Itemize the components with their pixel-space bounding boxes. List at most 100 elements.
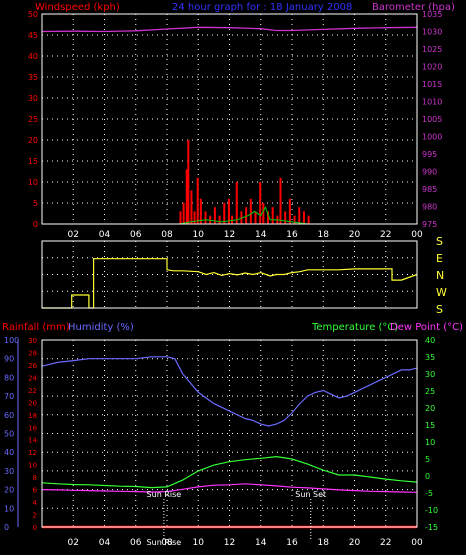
windspeed-tick-label: 10	[28, 178, 38, 187]
wind-speed-bar	[213, 207, 216, 224]
compass-label: S	[436, 303, 443, 316]
rainfall-tick-label: 6	[33, 487, 38, 495]
humidity-tick-label: 80	[4, 373, 14, 382]
windspeed-tick-label: 25	[28, 115, 38, 124]
x-tick-label: 00	[411, 230, 423, 240]
wind-speed-bar	[187, 140, 190, 224]
wind-speed-bar	[235, 182, 238, 224]
humidity-tick-label: 40	[4, 448, 14, 457]
rainfall-axis-title: Rainfall (mm)	[2, 322, 70, 333]
wind-speed-bar	[193, 211, 196, 224]
wind-speed-bar	[245, 207, 248, 224]
rainfall-tick-label: 22	[28, 387, 37, 395]
plot-frame	[41, 240, 418, 309]
x-tick-label: 20	[349, 538, 361, 548]
x-tick-label: 16	[286, 538, 298, 548]
wind-speed-bar	[223, 203, 226, 224]
rainfall-tick-label: 10	[28, 462, 37, 470]
wind-speed-bar	[302, 211, 305, 224]
wind-speed-bar	[249, 198, 252, 224]
wind-speed-bar	[262, 203, 265, 224]
barometer-axis-title: Barometer (hpa)	[372, 2, 455, 13]
barometer-tick-label: 995	[422, 150, 437, 159]
x-tick-label: 18	[318, 230, 330, 240]
x-tick-label: 10	[193, 538, 205, 548]
rainfall-tick-label: 26	[28, 362, 37, 370]
dewpoint-axis-title: Dew Point (°C)	[390, 322, 463, 333]
barometer-tick-label: 1010	[422, 98, 442, 107]
x-tick-label: 08	[161, 538, 173, 548]
rainfall-tick-label: 16	[28, 424, 37, 432]
wind-speed-bar	[307, 215, 310, 224]
dewpoint-line	[41, 483, 418, 493]
barometer-tick-label: 1015	[422, 80, 442, 89]
barometer-tick-label: 980	[422, 203, 437, 212]
rainfall-tick-label: 4	[33, 499, 38, 507]
windspeed-axis-title: Windspeed (kph)	[35, 2, 120, 13]
humidity-tick-label: 100	[4, 336, 19, 345]
wind-speed-bar	[182, 203, 185, 224]
plot-frame	[41, 339, 418, 528]
x-tick-label: 20	[349, 230, 361, 240]
windspeed-tick-label: 20	[28, 136, 38, 145]
wind-speed-bar	[259, 182, 262, 224]
windspeed-tick-label: 15	[28, 157, 38, 166]
x-tick-label: 02	[68, 538, 79, 548]
x-tick-label: 22	[380, 538, 391, 548]
wind-speed-bar	[298, 207, 301, 224]
x-tick-label: 12	[224, 230, 235, 240]
humidity-tick-label: 0	[4, 523, 9, 532]
x-tick-label: 14	[255, 538, 267, 548]
temperature-line	[41, 455, 418, 489]
graph-title: 24 hour graph for : 18 January 2008	[172, 2, 352, 13]
compass-label: W	[436, 286, 447, 299]
compass-label: S	[436, 235, 443, 248]
wind-speed-bar	[199, 198, 202, 224]
x-tick-label: 06	[130, 538, 142, 548]
humidity-tick-label: 20	[4, 486, 14, 495]
humidity-tick-label: 10	[4, 504, 14, 513]
x-tick-label: 04	[99, 538, 111, 548]
gust-line	[179, 206, 308, 225]
temperature-tick-label: 20	[425, 404, 435, 413]
temperature-axis-title: Temperature (°C)	[311, 322, 398, 333]
temperature-tick-label: -10	[425, 506, 438, 515]
barometer-tick-label: 1000	[422, 133, 442, 142]
compass-label: E	[436, 252, 443, 265]
x-tick-label: 12	[224, 538, 235, 548]
barometer-tick-label: 1025	[422, 45, 442, 54]
x-tick-label: 04	[99, 230, 111, 240]
x-tick-label: 22	[380, 230, 391, 240]
temperature-tick-label: 10	[425, 438, 435, 447]
wind-speed-bar	[267, 211, 269, 224]
wind-speed-bar	[204, 211, 207, 224]
wind-speed-bar	[227, 198, 230, 224]
barometer-tick-label: 1005	[422, 115, 442, 124]
rainfall-tick-label: 2	[33, 512, 37, 520]
humidity-tick-label: 60	[4, 411, 14, 420]
temperature-tick-label: 25	[425, 387, 435, 396]
windspeed-tick-label: 40	[28, 52, 38, 61]
plot-frame	[41, 13, 418, 225]
barometer-line	[41, 26, 418, 33]
x-tick-label: 16	[286, 230, 298, 240]
wind-speed-bar	[231, 215, 234, 224]
temperature-tick-label: 40	[425, 336, 435, 345]
wind-speed-bar	[254, 211, 257, 224]
wind-speed-bar	[218, 215, 221, 224]
x-tick-label: 02	[68, 230, 79, 240]
humidity-tick-label: 50	[4, 430, 14, 439]
windspeed-tick-label: 50	[28, 10, 38, 19]
humidity-tick-label: 30	[4, 467, 14, 476]
humidity-tick-label: 70	[4, 392, 14, 401]
temperature-tick-label: 35	[425, 353, 435, 362]
wind-speed-bar	[209, 215, 212, 224]
windspeed-tick-label: 0	[33, 220, 38, 229]
x-tick-label: 08	[161, 230, 173, 240]
rainfall-tick-label: 8	[33, 474, 37, 482]
temperature-tick-label: 30	[425, 370, 435, 379]
humidity-axis-title: Humidity (%)	[68, 322, 134, 333]
barometer-tick-label: 985	[422, 185, 437, 194]
wind-speed-bar	[288, 198, 291, 224]
